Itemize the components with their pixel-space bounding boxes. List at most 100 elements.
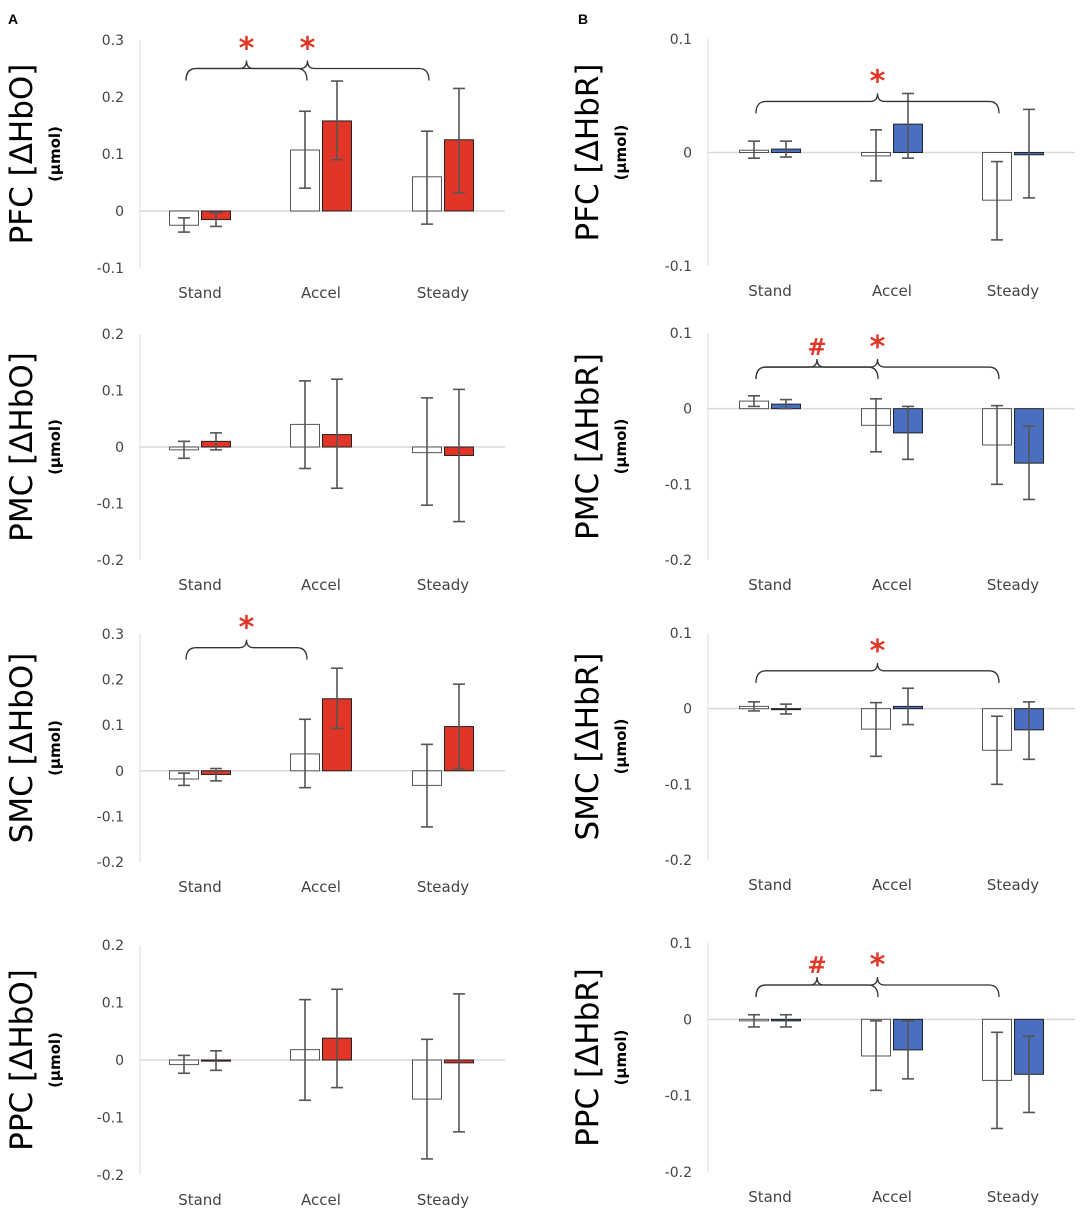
y-tick-label: 0.1 (670, 326, 692, 342)
y-tick-label: -0.2 (97, 1168, 124, 1184)
y-axis-unit: (μmol) (612, 719, 630, 775)
y-axis-unit: (μmol) (46, 720, 64, 776)
chart-smc-hbr: 0.1 0 -0.1 -0.2 Stand Accel Steady SMC [ΔHbR] (μ… (570, 626, 1075, 894)
x-tick-label-steady: Steady (987, 282, 1039, 300)
y-tick-label: -0.1 (97, 497, 124, 513)
x-tick-label-accel: Accel (872, 282, 912, 300)
chart-smc-hbo: 0.3 0.2 0.1 0 -0.1 -0.2 Stand Accel Steady SMC [Δ… (4, 611, 505, 896)
significance-star: * (239, 611, 255, 646)
y-tick-label: 0 (683, 1012, 692, 1028)
y-tick-label: 0 (683, 702, 692, 718)
y-axis-unit: (μmol) (46, 1032, 64, 1088)
y-axis-unit: (μmol) (612, 125, 630, 181)
significance-bracket (755, 976, 879, 997)
x-tick-label-accel: Accel (301, 1191, 341, 1209)
y-tick-label: 0.2 (102, 90, 124, 106)
chart-ppc-hbo: 0.2 0.1 0 -0.1 -0.2 Stand Accel Steady PPC [ΔHbO… (4, 938, 505, 1209)
y-axis-label: PMC [ΔHbO] (4, 352, 40, 542)
chart-pmc-hbr: 0.1 0 -0.1 -0.2 Stand Accel Steady PMC [ΔHbR] (μ… (570, 326, 1075, 594)
y-axis-label: PMC [ΔHbR] (570, 353, 606, 540)
x-tick-label-stand: Stand (748, 576, 792, 594)
y-tick-label: 0.1 (102, 384, 124, 400)
significance-star: * (239, 32, 255, 67)
y-tick-label: -0.2 (665, 553, 692, 569)
significance-bracket (755, 359, 879, 380)
y-tick-label: 0.3 (102, 33, 124, 49)
x-tick-label-steady: Steady (417, 878, 469, 896)
significance-star: * (300, 32, 316, 67)
y-tick-label: 0 (115, 764, 124, 780)
x-tick-label-steady: Steady (987, 876, 1039, 894)
y-tick-label: -0.1 (665, 1089, 692, 1105)
significance-hash: # (807, 335, 826, 361)
y-tick-label: 0.1 (670, 626, 692, 642)
significance-hash: # (807, 953, 826, 979)
x-tick-label-accel: Accel (301, 576, 341, 594)
x-tick-label-stand: Stand (178, 576, 222, 594)
y-axis-unit: (μmol) (46, 126, 64, 182)
significance-star: * (870, 634, 886, 669)
y-tick-label: -0.1 (665, 477, 692, 493)
panel-label-b: B (578, 11, 588, 27)
x-tick-label-accel: Accel (301, 878, 341, 896)
y-tick-label: -0.1 (665, 259, 692, 275)
significance-bracket (755, 93, 1000, 114)
chart-pfc-hbr: 0.1 0 -0.1 Stand Accel Steady PFC [ΔHbR] (μmol)… (570, 32, 1075, 300)
x-tick-label-stand: Stand (178, 1191, 222, 1209)
y-axis-label: PFC [ΔHbO] (4, 64, 40, 245)
significance-bracket (185, 60, 430, 81)
x-tick-label-accel: Accel (872, 576, 912, 594)
x-tick-label-accel: Accel (872, 1188, 912, 1206)
x-tick-label-stand: Stand (748, 1188, 792, 1206)
chart-pmc-hbo: 0.2 0.1 0 -0.1 -0.2 Stand Accel Steady PMC [ΔHbO… (4, 327, 505, 594)
charts: 0.3 0.2 0.1 0 -0.1 Stand Accel Steady PFC [ΔHbO]… (4, 32, 1075, 1209)
x-tick-label-steady: Steady (987, 1188, 1039, 1206)
y-tick-label: 0.1 (102, 996, 124, 1012)
significance-star: * (870, 64, 886, 99)
y-tick-label: 0 (683, 146, 692, 162)
x-tick-label-steady: Steady (417, 1191, 469, 1209)
chart-ppc-hbr: 0.1 0 -0.1 -0.2 Stand Accel Steady PPC [ΔHbR] (μ… (570, 936, 1075, 1206)
y-tick-label: 0.2 (102, 673, 124, 689)
y-axis-label: PFC [ΔHbR] (570, 64, 606, 242)
y-tick-label: -0.1 (97, 261, 124, 277)
x-tick-label-stand: Stand (178, 878, 222, 896)
y-tick-label: 0.1 (670, 936, 692, 952)
y-tick-label: -0.2 (665, 1165, 692, 1181)
chart-pfc-hbo: 0.3 0.2 0.1 0 -0.1 Stand Accel Steady PFC [ΔHbO]… (4, 32, 505, 302)
y-tick-label: 0 (115, 440, 124, 456)
y-tick-label: 0.1 (102, 147, 124, 163)
x-tick-label-steady: Steady (987, 576, 1039, 594)
y-tick-label: 0.2 (102, 327, 124, 343)
x-tick-label-accel: Accel (872, 876, 912, 894)
y-tick-label: 0 (115, 1053, 124, 1069)
y-axis-label: SMC [ΔHbR] (570, 653, 606, 841)
significance-bracket (185, 639, 308, 660)
y-axis-unit: (μmol) (46, 419, 64, 475)
x-tick-label-steady: Steady (417, 576, 469, 594)
y-tick-label: 0.3 (102, 627, 124, 643)
y-tick-label: -0.1 (97, 809, 124, 825)
y-tick-label: 0 (115, 204, 124, 220)
y-tick-label: 0 (683, 402, 692, 418)
y-axis-label: PPC [ΔHbO] (4, 969, 40, 1151)
x-tick-label-stand: Stand (748, 876, 792, 894)
significance-bracket (755, 359, 1000, 380)
x-tick-label-accel: Accel (301, 284, 341, 302)
y-axis-unit: (μmol) (612, 419, 630, 475)
y-tick-label: -0.2 (97, 855, 124, 871)
y-tick-label: -0.1 (665, 777, 692, 793)
y-axis-label: SMC [ΔHbO] (4, 653, 40, 844)
x-tick-label-steady: Steady (417, 284, 469, 302)
y-tick-label: -0.2 (97, 553, 124, 569)
y-axis-unit: (μmol) (612, 1030, 630, 1086)
significance-star: * (870, 948, 886, 983)
y-axis-label: PPC [ΔHbR] (570, 968, 606, 1147)
x-tick-label-stand: Stand (178, 284, 222, 302)
x-tick-label-stand: Stand (748, 282, 792, 300)
significance-star: * (870, 330, 886, 365)
y-tick-label: -0.2 (665, 853, 692, 869)
y-tick-label: 0.1 (670, 32, 692, 48)
y-tick-label: 0.2 (102, 938, 124, 954)
